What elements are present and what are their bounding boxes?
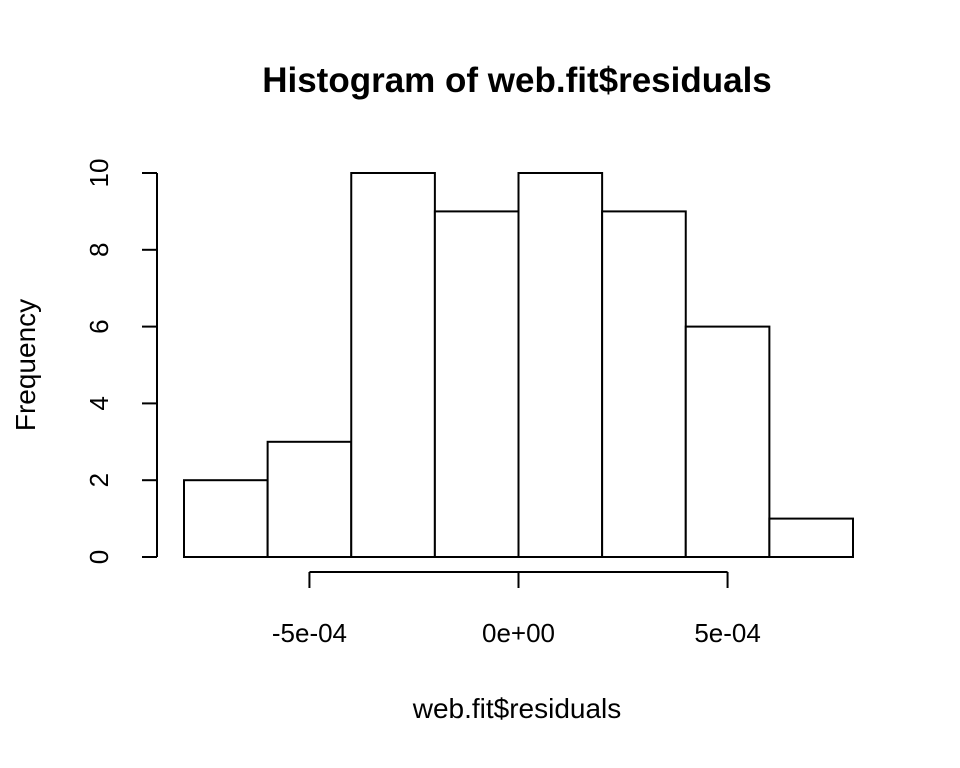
histogram-bar-1 <box>266 440 353 558</box>
histogram-bar-7 <box>768 517 854 558</box>
y-tick-label: 2 <box>84 473 114 487</box>
y-tick-label: 10 <box>84 159 114 188</box>
x-axis: -5e-04 0e+00 5e-04 <box>272 571 761 648</box>
histogram-bar-0 <box>183 479 269 559</box>
chart-title: Histogram of web.fit$residuals <box>262 61 772 100</box>
histogram-bar-3 <box>433 210 520 558</box>
y-axis: 0 2 4 6 8 10 <box>84 159 158 564</box>
histogram-bar-4 <box>517 172 604 558</box>
y-tick-label: 0 <box>84 550 114 564</box>
histogram-bar-5 <box>601 210 687 558</box>
x-tick-label: 0e+00 <box>482 618 555 648</box>
y-tick-label: 6 <box>84 319 114 333</box>
x-tick-label: -5e-04 <box>272 618 347 648</box>
x-axis-title: web.fit$residuals <box>412 693 622 724</box>
x-tick-label: 5e-04 <box>694 618 761 648</box>
y-tick-label: 8 <box>84 243 114 257</box>
y-axis-title: Frequency <box>10 299 41 431</box>
histogram-bar-2 <box>350 172 436 558</box>
bars-group <box>183 172 854 559</box>
y-tick-label: 4 <box>84 396 114 410</box>
histogram-bar-6 <box>684 325 771 558</box>
